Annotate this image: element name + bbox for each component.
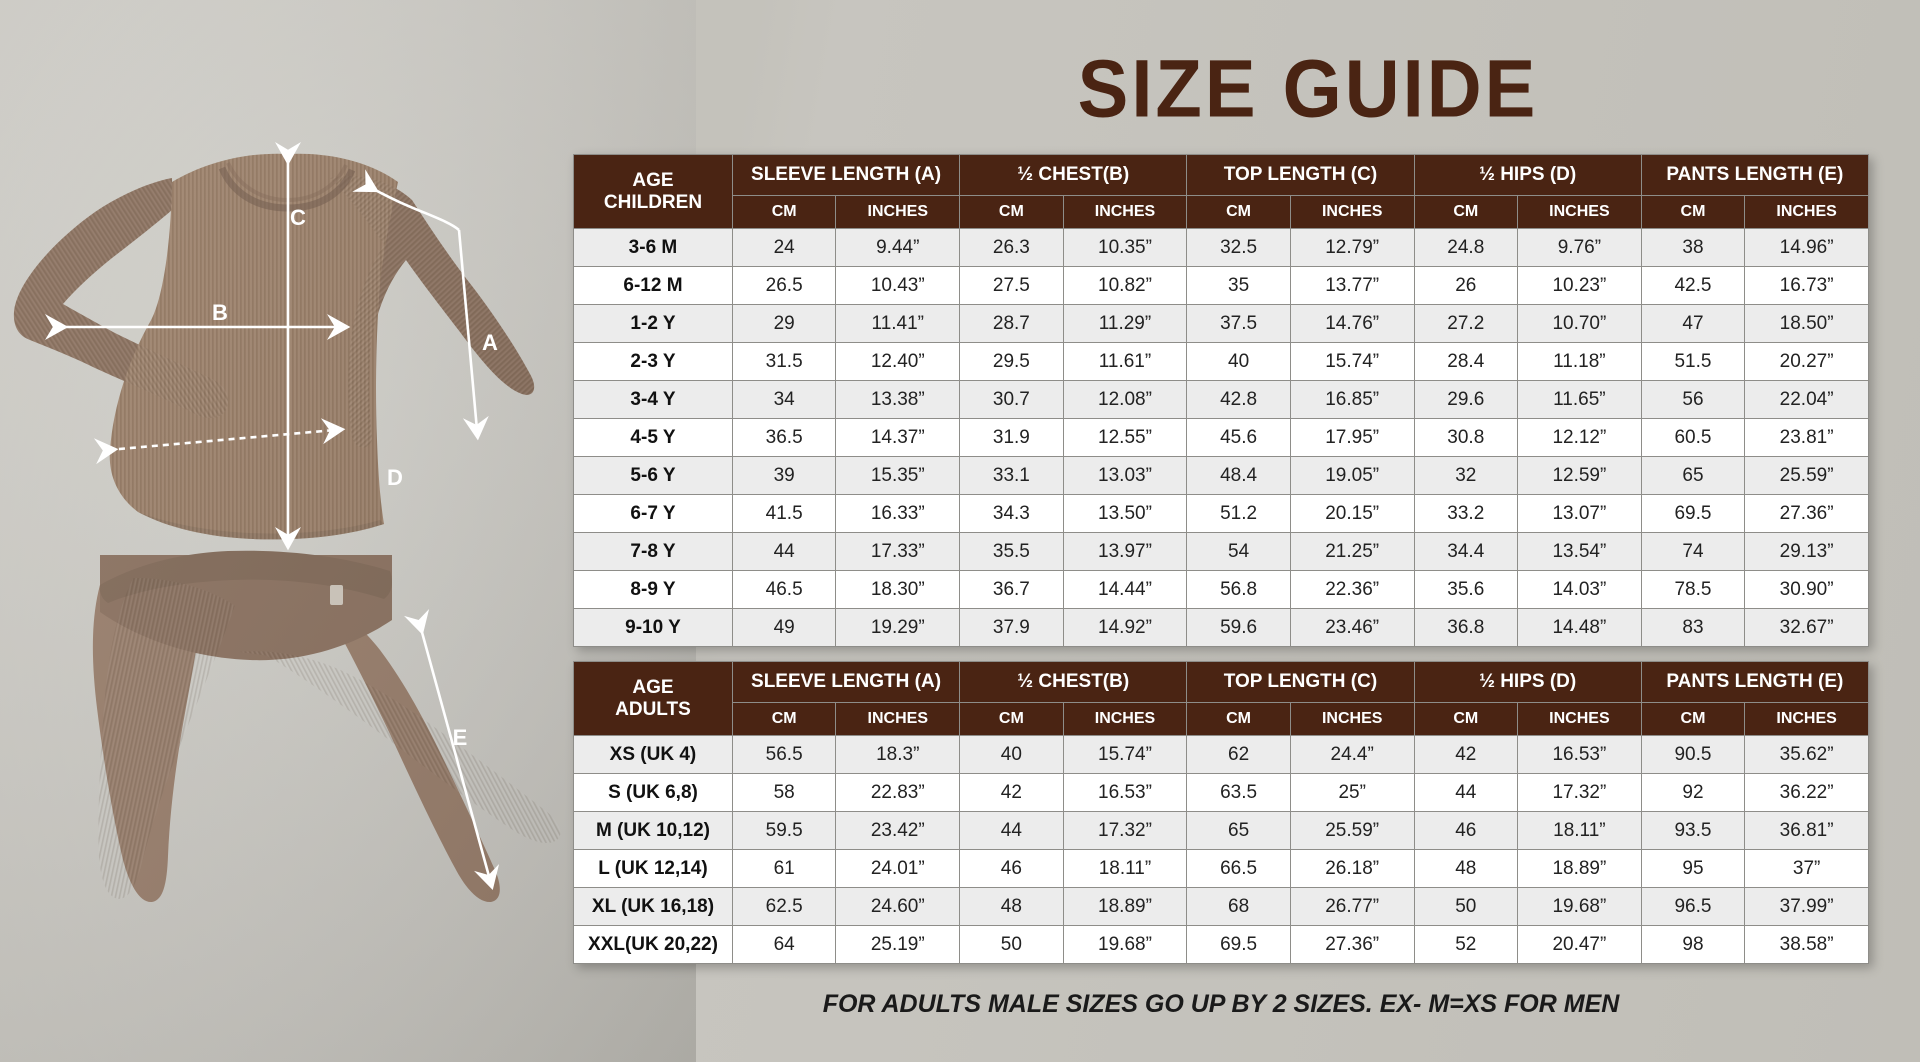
svg-text:B: B bbox=[212, 300, 228, 325]
svg-text:D: D bbox=[387, 465, 403, 490]
svg-text:A: A bbox=[482, 330, 498, 355]
svg-text:E: E bbox=[453, 725, 468, 750]
svg-text:C: C bbox=[290, 205, 306, 230]
